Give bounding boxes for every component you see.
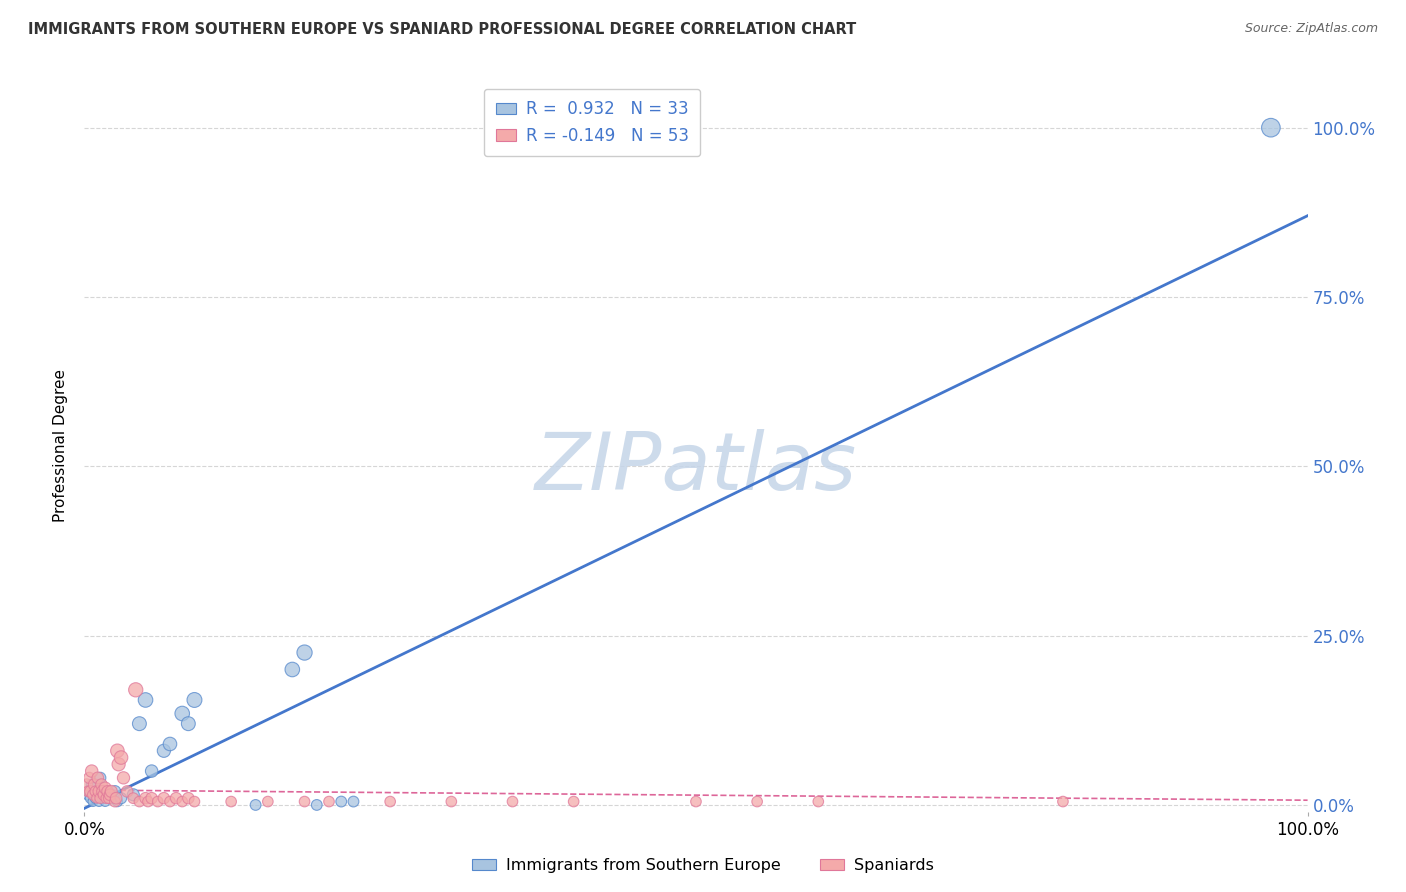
Point — [97, 788, 120, 802]
Point — [107, 757, 129, 772]
Point — [122, 788, 145, 802]
Point — [318, 795, 340, 809]
Point — [110, 791, 132, 805]
Point — [77, 784, 100, 798]
Point — [79, 784, 101, 798]
Point — [87, 784, 110, 798]
Legend: R =  0.932   N = 33, R = -0.149   N = 53: R = 0.932 N = 33, R = -0.149 N = 53 — [484, 88, 700, 156]
Point — [219, 795, 242, 809]
Point — [172, 795, 194, 809]
Point — [76, 778, 98, 792]
Point — [440, 795, 463, 809]
Point — [104, 795, 127, 809]
Point — [305, 797, 328, 812]
Point — [245, 797, 267, 812]
Point — [105, 791, 128, 805]
Point — [87, 771, 110, 785]
Point — [77, 788, 100, 802]
Point — [80, 778, 103, 792]
Point — [747, 795, 769, 809]
Point — [77, 771, 100, 785]
Point — [84, 791, 107, 805]
Text: Source: ZipAtlas.com: Source: ZipAtlas.com — [1244, 22, 1378, 36]
Point — [90, 778, 112, 792]
Point — [146, 795, 169, 809]
Point — [257, 795, 280, 809]
Point — [100, 784, 122, 798]
Point — [100, 791, 122, 805]
Point — [128, 795, 150, 809]
Point — [159, 737, 181, 751]
Point — [83, 778, 105, 792]
Point — [380, 795, 402, 809]
Point — [135, 693, 157, 707]
Point — [91, 784, 114, 798]
Point — [281, 663, 304, 677]
Point — [87, 795, 110, 809]
Point — [807, 795, 830, 809]
Text: IMMIGRANTS FROM SOUTHERN EUROPE VS SPANIARD PROFESSIONAL DEGREE CORRELATION CHAR: IMMIGRANTS FROM SOUTHERN EUROPE VS SPANI… — [28, 22, 856, 37]
Point — [112, 771, 135, 785]
Point — [93, 788, 115, 802]
Point — [294, 646, 316, 660]
Point — [105, 744, 128, 758]
Point — [1260, 120, 1282, 135]
Point — [84, 784, 107, 798]
Point — [86, 791, 108, 805]
Point — [128, 716, 150, 731]
Point — [153, 791, 176, 805]
Point — [165, 791, 187, 805]
Point — [1052, 795, 1074, 809]
Legend: Immigrants from Southern Europe, Spaniards: Immigrants from Southern Europe, Spaniar… — [465, 852, 941, 880]
Point — [97, 784, 120, 798]
Point — [685, 795, 707, 809]
Point — [94, 780, 117, 795]
Point — [105, 795, 128, 809]
Point — [342, 795, 364, 809]
Point — [77, 784, 100, 798]
Point — [183, 795, 205, 809]
Point — [177, 716, 200, 731]
Point — [125, 682, 148, 697]
Point — [110, 750, 132, 764]
Text: ZIPatlas: ZIPatlas — [534, 429, 858, 507]
Point — [94, 795, 117, 809]
Point — [141, 791, 163, 805]
Point — [80, 764, 103, 778]
Point — [330, 795, 353, 809]
Point — [153, 744, 176, 758]
Point — [79, 791, 101, 805]
Point — [86, 784, 108, 798]
Point — [91, 791, 114, 805]
Point — [136, 795, 159, 809]
Point — [98, 788, 121, 802]
Point — [562, 795, 585, 809]
Point — [89, 771, 111, 785]
Point — [122, 791, 145, 805]
Point — [82, 788, 104, 802]
Point — [115, 784, 138, 798]
Point — [172, 706, 194, 721]
Point — [89, 791, 111, 805]
Point — [177, 791, 200, 805]
Point — [159, 795, 181, 809]
Point — [104, 784, 127, 798]
Point — [135, 791, 157, 805]
Point — [141, 764, 163, 778]
Point — [83, 780, 105, 795]
Y-axis label: Professional Degree: Professional Degree — [53, 369, 69, 523]
Point — [502, 795, 524, 809]
Point — [82, 795, 104, 809]
Point — [183, 693, 205, 707]
Point — [96, 791, 118, 805]
Point — [294, 795, 316, 809]
Point — [97, 791, 120, 805]
